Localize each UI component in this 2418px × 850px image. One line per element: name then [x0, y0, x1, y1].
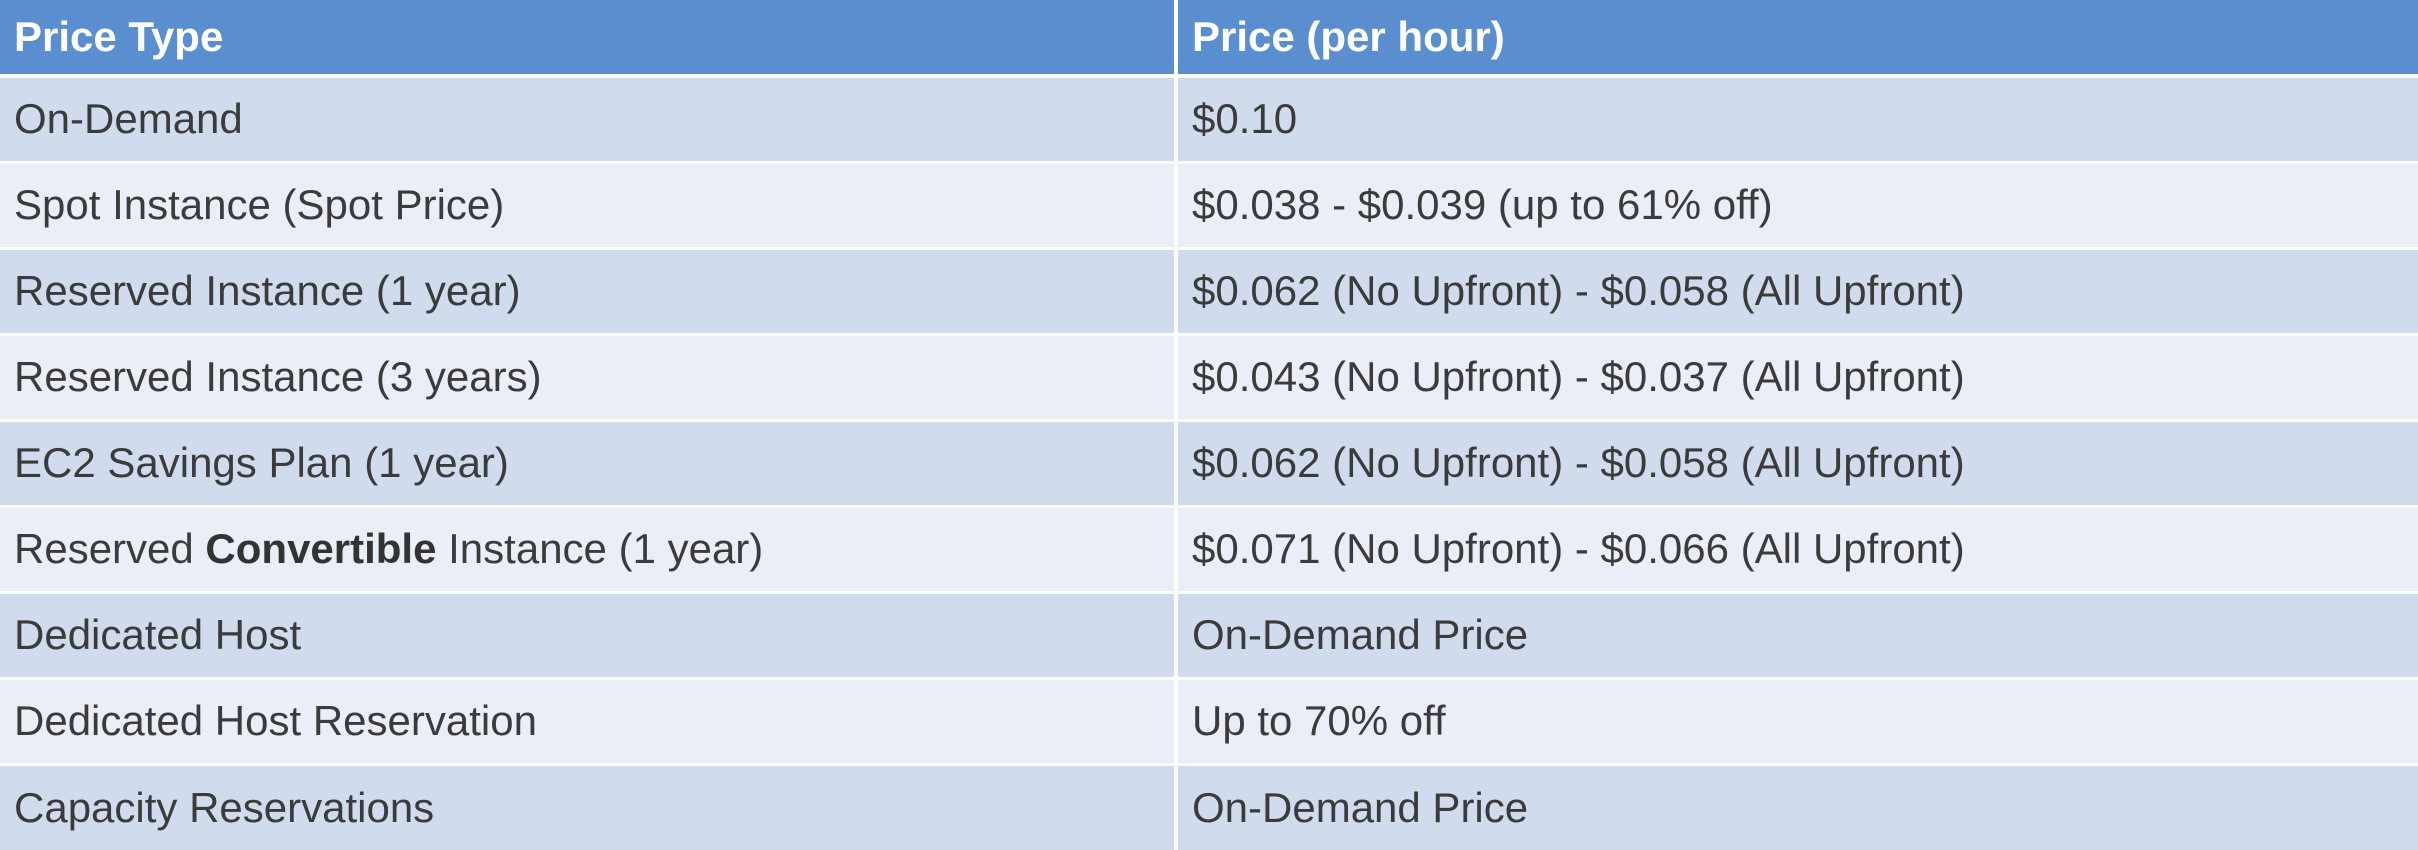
price-type-text: Spot Instance (Spot Price)	[14, 181, 505, 228]
price-type-text: On-Demand	[14, 95, 243, 143]
price-cell: $0.043 (No Upfront) - $0.037 (All Upfron…	[1176, 332, 2418, 420]
table-row: Capacity Reservations On-Demand Price	[0, 762, 2418, 850]
table-row: Reserved Instance (1 year) $0.062 (No Up…	[0, 246, 2418, 334]
table-row: Spot Instance (Spot Price) $0.038 - $0.0…	[0, 160, 2418, 248]
price-type-text: Reserved Instance (1 year)	[14, 267, 521, 314]
price-type-text: Dedicated Host	[14, 611, 302, 658]
price-cell: $0.062 (No Upfront) - $0.058 (All Upfron…	[1176, 246, 2418, 334]
price-type-text: Dedicated Host Reservation	[14, 697, 537, 744]
price-type-text-prefix: Reserved	[14, 525, 206, 572]
price-type-cell: Reserved Instance (3 years)	[0, 332, 1178, 420]
price-type-cell: Reserved Convertible Instance (1 year)	[0, 504, 1178, 592]
price-cell: On-Demand Price	[1176, 590, 2418, 678]
price-cell: On-Demand Price	[1176, 762, 2418, 850]
price-type-cell: Dedicated Host	[0, 590, 1178, 678]
price-type-text-emphasis: Convertible	[205, 525, 437, 572]
price-type-text-suffix: Instance (1 year)	[436, 525, 764, 572]
price-type-text: Capacity Reservations	[14, 783, 435, 831]
price-type-cell: EC2 Savings Plan (1 year)	[0, 418, 1178, 506]
table-row: Reserved Instance (3 years) $0.043 (No U…	[0, 332, 2418, 420]
price-type-cell: On-Demand	[0, 74, 1178, 162]
table-header-row: Price Type Price (per hour)	[0, 0, 2418, 78]
table-row: On-Demand $0.10	[0, 74, 2418, 162]
header-price-type: Price Type	[0, 0, 1178, 78]
price-type-text: Reserved Instance (3 years)	[14, 353, 542, 400]
price-type-cell: Spot Instance (Spot Price)	[0, 160, 1178, 248]
table-row: Dedicated Host On-Demand Price	[0, 590, 2418, 678]
price-type-cell: Reserved Instance (1 year)	[0, 246, 1178, 334]
price-type-cell: Dedicated Host Reservation	[0, 676, 1178, 764]
price-type-text: EC2 Savings Plan (1 year)	[14, 439, 509, 486]
price-cell: Up to 70% off	[1176, 676, 2418, 764]
table-row: EC2 Savings Plan (1 year) $0.062 (No Upf…	[0, 418, 2418, 506]
table-row: Reserved Convertible Instance (1 year) $…	[0, 504, 2418, 592]
price-cell: $0.071 (No Upfront) - $0.066 (All Upfron…	[1176, 504, 2418, 592]
price-cell: $0.062 (No Upfront) - $0.058 (All Upfron…	[1176, 418, 2418, 506]
price-cell: $0.038 - $0.039 (up to 61% off)	[1176, 160, 2418, 248]
price-type-cell: Capacity Reservations	[0, 762, 1178, 850]
price-cell: $0.10	[1176, 74, 2418, 162]
header-price-per-hour: Price (per hour)	[1176, 0, 2418, 78]
table-row: Dedicated Host Reservation Up to 70% off	[0, 676, 2418, 764]
